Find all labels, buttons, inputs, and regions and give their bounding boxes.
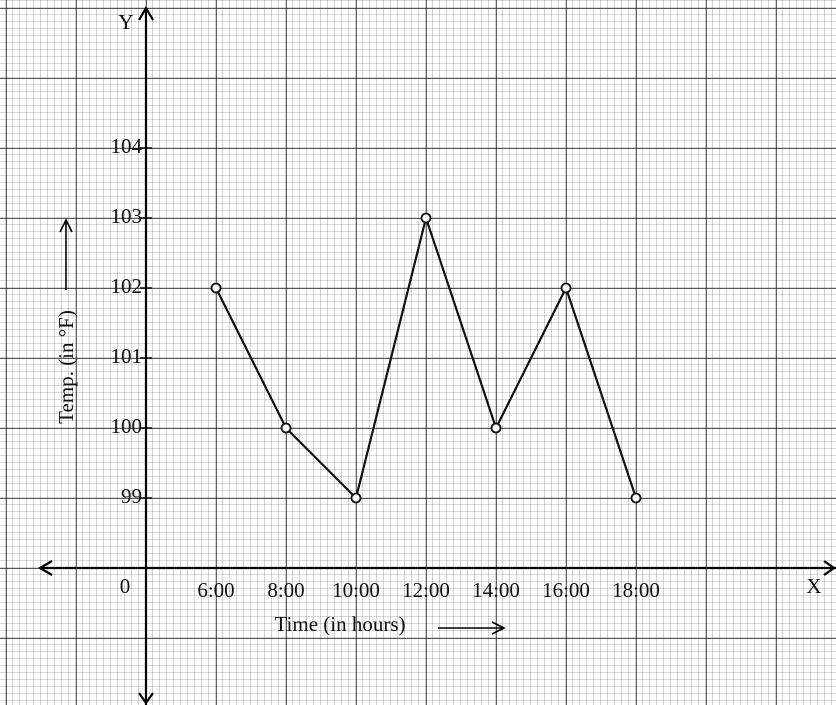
point <box>420 212 432 224</box>
x-tick-label: 18:00 <box>612 578 660 602</box>
x-tick-label: 8:00 <box>267 578 304 602</box>
x-tick-label: 16:00 <box>542 578 590 602</box>
y-tick-label: 100 <box>111 414 143 438</box>
x-tick-label: 12:00 <box>402 578 450 602</box>
y-tick-label: 103 <box>111 204 143 228</box>
y-axis-label: Temp. (in °F) <box>54 310 78 424</box>
point <box>630 492 642 504</box>
x-tick-label: 6:00 <box>197 578 234 602</box>
y-tick-label: 101 <box>111 344 143 368</box>
x-axis-letter: X <box>806 574 821 598</box>
point <box>560 282 572 294</box>
point <box>350 492 362 504</box>
point <box>280 422 292 434</box>
y-tick-label: 102 <box>111 274 143 298</box>
point <box>490 422 502 434</box>
origin-label: 0 <box>120 574 131 598</box>
y-tick-label: 99 <box>121 484 142 508</box>
x-tick-label: 14:00 <box>472 578 520 602</box>
y-axis-letter: Y <box>118 10 133 34</box>
y-tick-label: 104 <box>111 134 143 158</box>
x-axis-label: Time (in hours) <box>274 612 405 636</box>
axes <box>37 5 836 705</box>
x-tick-label: 10:00 <box>332 578 380 602</box>
point <box>210 282 222 294</box>
